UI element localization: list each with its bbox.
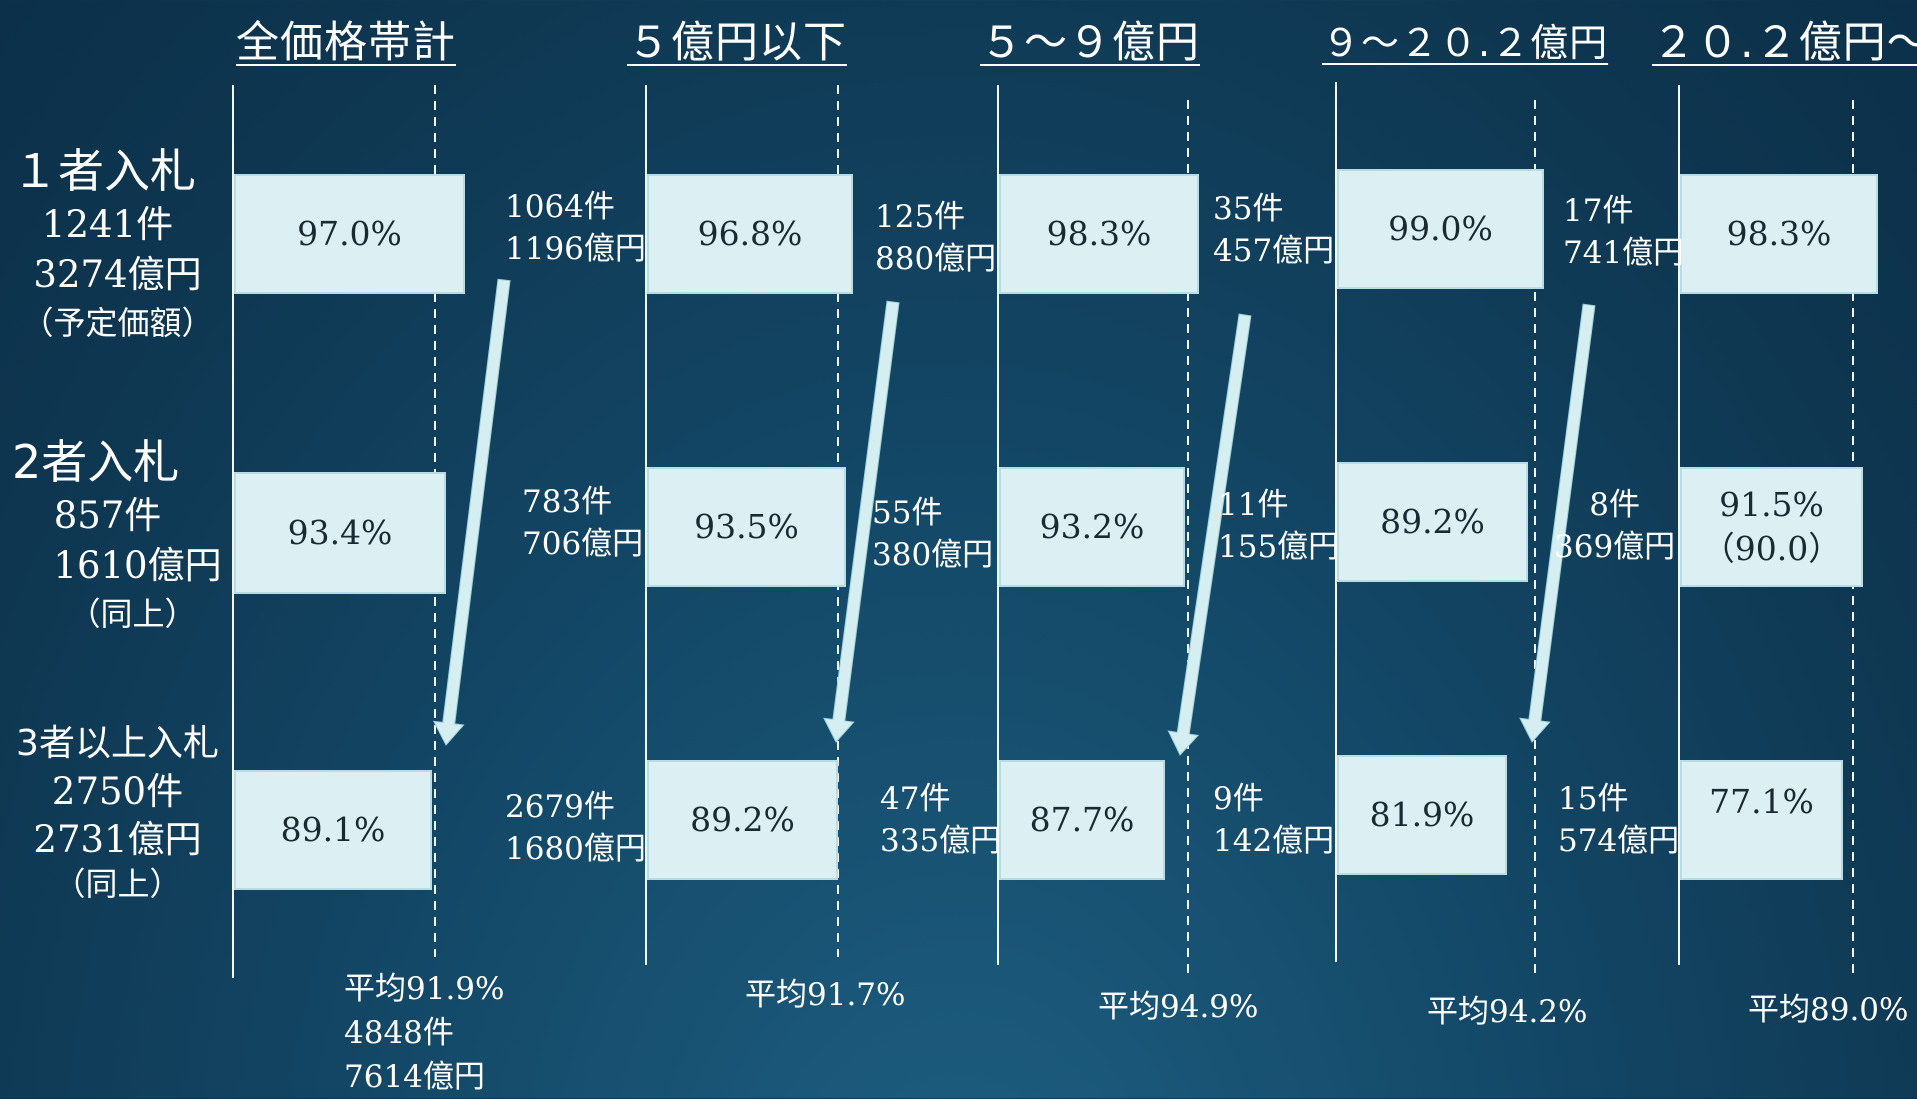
average-all: 平均91.9% 4848件 7614億円 <box>344 971 505 1095</box>
bar-over20-row3: 77.1% <box>1680 760 1843 880</box>
trend-arrow-3 <box>1519 303 1596 743</box>
row-label-3-title: 3者以上入札 <box>16 723 219 764</box>
value-label: 87.7% <box>1029 800 1135 839</box>
value-label: 97.0% <box>297 214 402 253</box>
average-under5: 平均91.7% <box>745 977 906 1013</box>
bar-9to20-row2: 89.2% <box>1337 462 1528 582</box>
bar-all-row2: 93.4% <box>234 472 446 594</box>
row-label-2-count: 857件 <box>53 494 162 537</box>
trend-arrow-0 <box>432 278 511 746</box>
gap-label-0-row1: 1064件 1196億円 <box>505 189 646 267</box>
value-label: 81.9% <box>1369 795 1475 834</box>
row-label-1-title: １者入札 <box>12 144 196 198</box>
row-label-3-count: 2750件 <box>51 770 184 813</box>
value-label: 89.2% <box>1380 502 1485 541</box>
gap-label-3-row3: 15件 574億円 <box>1558 781 1680 859</box>
gap-label-3-row2: 8件 369億円 <box>1554 487 1676 565</box>
gap-label-0-row3: 2679件 1680億円 <box>505 789 646 867</box>
trend-arrow-2 <box>1167 313 1252 756</box>
row-label-3-note: （同上） <box>53 865 182 903</box>
bar-all-row1: 97.0% <box>234 174 465 294</box>
value-label: 98.3% <box>1726 214 1832 253</box>
bar-9to20-row3: 81.9% <box>1337 755 1507 875</box>
value-label: 89.1% <box>280 810 386 849</box>
bar-under5-row1: 96.8% <box>647 174 853 294</box>
row-label-1-note: （予定価額） <box>21 304 214 342</box>
bar-5to9-row1: 98.3% <box>999 174 1199 294</box>
gap-label-1-row3: 47件 335億円 <box>880 781 1002 859</box>
bar-9to20-row1: 99.0% <box>1337 169 1544 289</box>
column-header-9-20: ９～２０.２億円 <box>1322 21 1609 65</box>
average-5to9: 平均94.9% <box>1098 989 1259 1025</box>
value-label: 99.0% <box>1388 209 1493 248</box>
row-label-3: 3者以上入札 2750件 2731億円 （同上） <box>0 720 235 904</box>
gap-label-0-row2: 783件 706億円 <box>522 484 644 562</box>
row-label-1: １者入札 1241件 3274億円 （予定価額） <box>0 142 235 346</box>
row-label-1-count: 1241件 <box>41 203 174 246</box>
column-header-all: 全価格帯計 <box>236 18 456 68</box>
value-label-extra: （90.0） <box>1701 529 1842 568</box>
gap-label-2-row3: 9件 142億円 <box>1213 781 1335 859</box>
gap-label-2-row1: 35件 457億円 <box>1213 191 1335 269</box>
row-label-2-note: （同上） <box>68 595 197 633</box>
bar-under5-row3: 89.2% <box>647 760 838 880</box>
bar-all-row3: 89.1% <box>234 770 432 890</box>
bar-5to9-row2: 93.2% <box>999 467 1185 587</box>
trend-arrow-1 <box>823 300 900 743</box>
bar-over20-row1: 98.3% <box>1680 174 1878 294</box>
column-header-under-5: ５億円以下 <box>627 18 847 68</box>
value-label: 93.2% <box>1039 507 1145 546</box>
row-label-2-title: 2者入札 <box>12 435 180 489</box>
value-label: 93.4% <box>287 513 393 552</box>
row-label-2: 2者入札 857件 1610億円 （同上） <box>0 433 235 637</box>
average-9to20: 平均94.2% <box>1427 994 1588 1030</box>
row-label-1-amount: 3274億円 <box>33 253 202 296</box>
column-header-5-9: ５～９億円 <box>980 18 1200 68</box>
value-label: 93.5% <box>694 507 799 546</box>
gap-label-1-row1: 125件 880億円 <box>875 199 997 277</box>
value-label: 96.8% <box>697 214 803 253</box>
bar-5to9-row3: 87.7% <box>999 760 1165 880</box>
value-label: 98.3% <box>1046 214 1152 253</box>
average-over20: 平均89.0% <box>1748 992 1909 1028</box>
row-label-2-amount: 1610億円 <box>53 544 222 587</box>
value-label: 89.2% <box>690 800 795 839</box>
bar-under5-row2: 93.5% <box>647 467 846 587</box>
gap-label-2-row2: 11件 155億円 <box>1218 487 1340 565</box>
column-header-over-20: ２０.２億円～ <box>1652 18 1917 68</box>
value-label: 77.1% <box>1709 782 1814 821</box>
bar-over20-row2: 91.5% （90.0） <box>1680 467 1863 587</box>
row-label-3-amount: 2731億円 <box>33 818 202 861</box>
gap-label-1-row2: 55件 380億円 <box>872 495 994 573</box>
gap-label-3-row1: 17件 741億円 <box>1563 193 1685 271</box>
value-label: 91.5% <box>1719 485 1824 524</box>
